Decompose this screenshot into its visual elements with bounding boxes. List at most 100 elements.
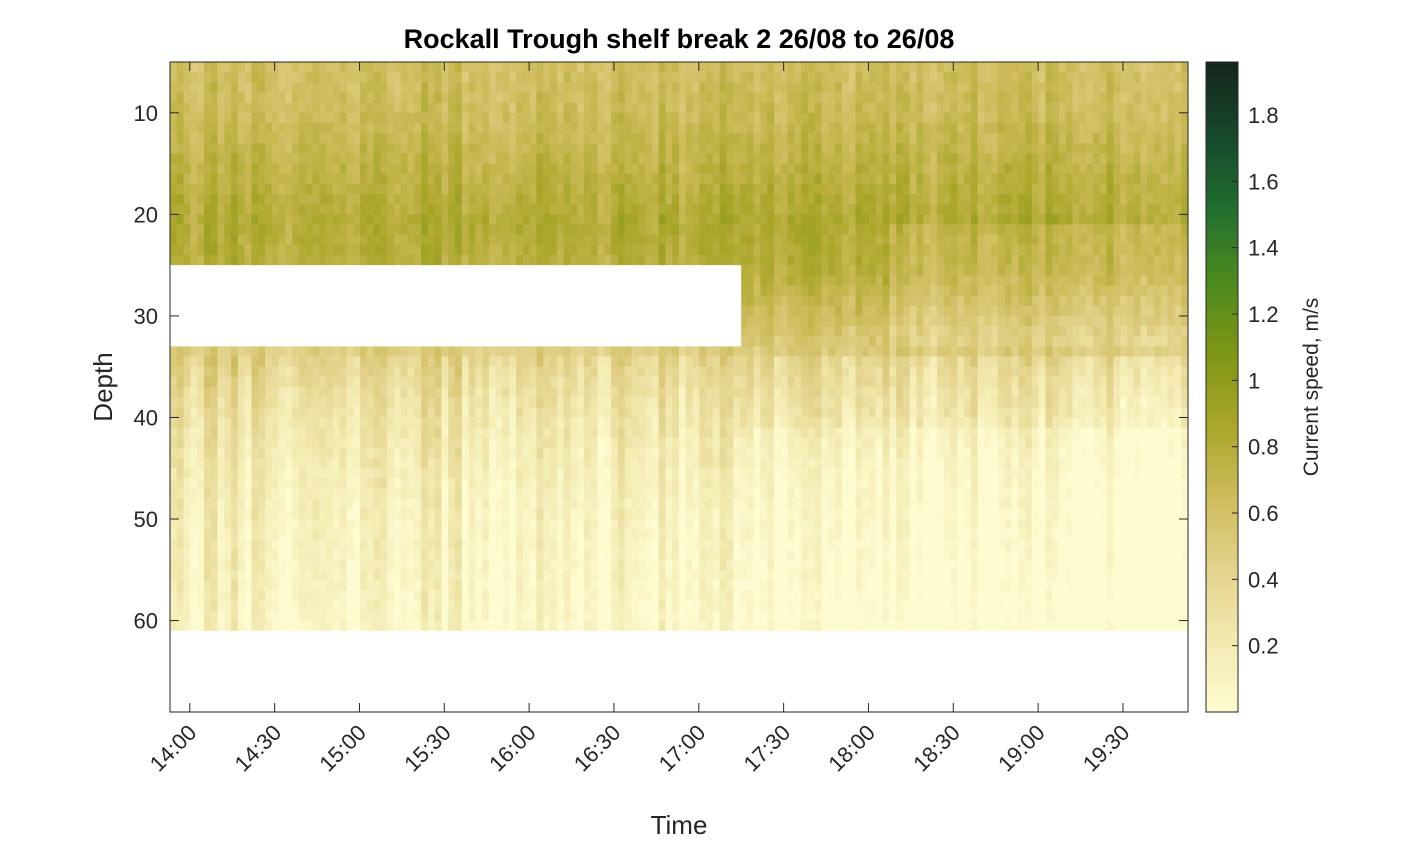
heatmap-cell — [461, 346, 470, 358]
heatmap-cell — [346, 478, 354, 490]
heatmap-cell — [441, 539, 449, 551]
heatmap-cell — [522, 92, 531, 104]
heatmap-cell — [197, 204, 205, 215]
heatmap-cell — [251, 133, 259, 144]
heatmap-cell — [434, 498, 443, 510]
heatmap-cell — [393, 478, 402, 490]
heatmap-cell — [746, 376, 755, 388]
heatmap-cell — [244, 92, 253, 104]
heatmap-cell — [339, 458, 348, 469]
heatmap-cell — [461, 488, 470, 500]
heatmap-cell — [224, 549, 232, 561]
heatmap-cell — [427, 366, 436, 378]
heatmap-cell — [685, 590, 694, 601]
heatmap-cell — [475, 569, 483, 581]
heatmap-cell — [231, 488, 239, 500]
heatmap-cell — [617, 590, 626, 601]
heatmap-cell — [475, 122, 483, 134]
heatmap-cell — [672, 376, 680, 388]
heatmap-cell — [468, 397, 476, 408]
heatmap-cell — [651, 417, 660, 429]
heatmap-cell — [258, 519, 266, 530]
heatmap-cell — [631, 143, 639, 155]
heatmap-cell — [373, 458, 381, 469]
heatmap-cell — [672, 610, 680, 622]
heatmap-cell — [231, 539, 239, 551]
heatmap-cell — [712, 82, 721, 94]
heatmap-cell — [387, 549, 395, 561]
heatmap-cell — [509, 194, 517, 205]
heatmap-cell — [746, 529, 755, 540]
heatmap-cell — [339, 559, 348, 571]
heatmap-cell — [455, 508, 463, 520]
heatmap-cell — [740, 488, 748, 500]
heatmap-cell — [740, 569, 748, 581]
heatmap-cell — [753, 508, 762, 520]
heatmap-cell — [760, 366, 768, 378]
heatmap-cell — [658, 194, 667, 205]
heatmap-cell — [672, 600, 680, 612]
heatmap-cell — [753, 163, 762, 175]
heatmap-cell — [753, 305, 762, 317]
heatmap-cell — [740, 387, 748, 398]
heatmap-cell — [170, 72, 178, 83]
heatmap-cell — [251, 620, 259, 632]
heatmap-cell — [203, 194, 212, 205]
heatmap-cell — [265, 173, 273, 185]
heatmap-cell — [319, 183, 327, 195]
heatmap-cell — [767, 72, 775, 83]
heatmap-cell — [746, 143, 755, 155]
heatmap-cell — [624, 194, 633, 205]
heatmap-cell — [237, 234, 246, 246]
heatmap-cell — [258, 610, 266, 622]
heatmap-cell — [604, 488, 612, 500]
heatmap-cell — [556, 194, 565, 205]
heatmap-cell — [604, 224, 612, 236]
heatmap-cell — [726, 112, 734, 124]
heatmap-cell — [298, 143, 307, 155]
heatmap-cell — [475, 173, 483, 185]
heatmap-cell — [570, 498, 578, 510]
heatmap-cell — [536, 163, 544, 175]
heatmap-cell — [699, 214, 707, 226]
heatmap-cell — [203, 559, 212, 571]
heatmap-cell — [543, 133, 551, 144]
heatmap-cell — [244, 234, 253, 246]
heatmap-cell — [529, 234, 538, 246]
heatmap-cell — [339, 194, 348, 205]
heatmap-cell — [760, 143, 768, 155]
heatmap-cell — [590, 112, 599, 124]
heatmap-cell — [753, 437, 762, 449]
heatmap-cell — [332, 559, 341, 571]
heatmap-cell — [353, 82, 361, 94]
heatmap-cell — [611, 569, 619, 581]
heatmap-cell — [176, 407, 185, 419]
heatmap-cell — [536, 153, 544, 165]
heatmap-cell — [271, 437, 280, 449]
heatmap-cell — [543, 468, 551, 480]
heatmap-cell — [319, 92, 327, 104]
heatmap-cell — [387, 397, 395, 408]
heatmap-cell — [251, 600, 259, 612]
heatmap-cell — [617, 376, 626, 388]
heatmap-cell — [271, 579, 280, 591]
heatmap-cell — [550, 72, 558, 83]
heatmap-cell — [237, 366, 246, 378]
heatmap-cell — [604, 173, 612, 185]
heatmap-cell — [407, 590, 415, 601]
heatmap-cell — [543, 620, 551, 632]
heatmap-cell — [516, 498, 524, 510]
heatmap-cell — [658, 397, 667, 408]
heatmap-cell — [645, 244, 653, 256]
heatmap-cell — [353, 488, 361, 500]
heatmap-cell — [265, 72, 273, 83]
heatmap-cell — [265, 488, 273, 500]
heatmap-cell — [441, 519, 449, 530]
heatmap-cell — [312, 366, 320, 378]
heatmap-cell — [590, 427, 599, 439]
heatmap-cell — [611, 82, 619, 94]
heatmap-cell — [251, 102, 259, 114]
heatmap-cell — [774, 82, 782, 94]
heatmap-cell — [251, 183, 259, 195]
heatmap-cell — [468, 417, 476, 429]
